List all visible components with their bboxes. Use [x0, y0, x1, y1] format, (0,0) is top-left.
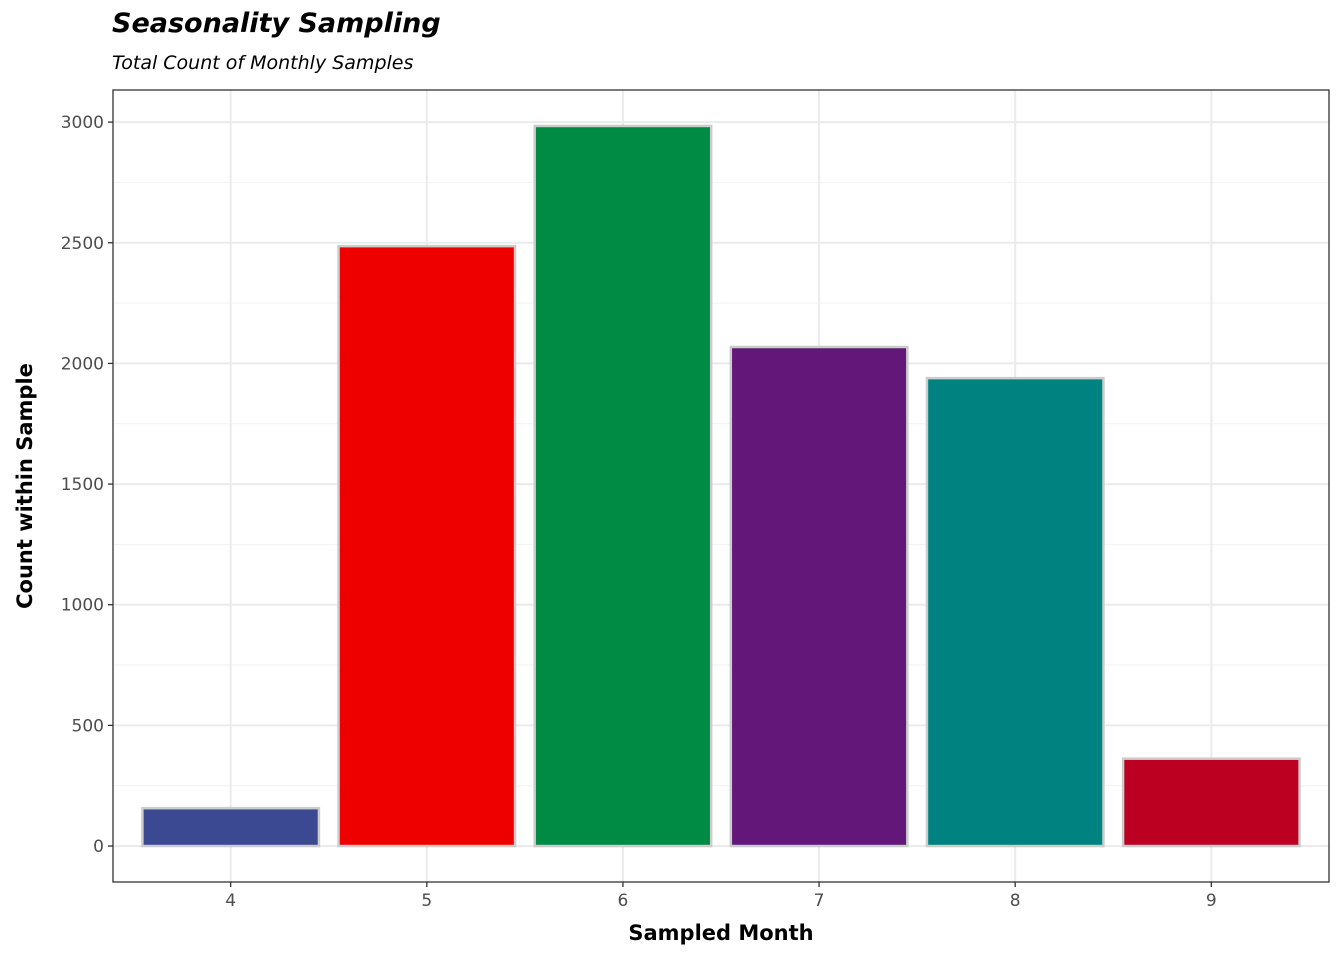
y-tick-label: 1000	[61, 596, 104, 616]
bar-month-8	[925, 376, 1105, 848]
y-tick-label: 2000	[61, 354, 104, 374]
bar-month-7	[729, 345, 909, 848]
x-tick-label: 6	[618, 891, 629, 911]
y-tick-label: 0	[93, 837, 104, 857]
x-axis-label: Sampled Month	[628, 921, 813, 945]
x-tick-label: 8	[1010, 891, 1021, 911]
x-tick-label: 7	[814, 891, 825, 911]
y-tick-label: 3000	[61, 113, 104, 133]
chart-title: Seasonality Sampling	[112, 8, 441, 39]
plot-panel-border	[112, 89, 1330, 883]
chart-subtitle: Total Count of Monthly Samples	[112, 52, 414, 74]
bar-month-9	[1121, 757, 1301, 848]
y-axis-label: Count within Sample	[13, 363, 37, 609]
x-tick-label: 9	[1206, 891, 1217, 911]
y-tick-label: 500	[72, 716, 104, 736]
x-tick-label: 5	[421, 891, 432, 911]
x-tick-label: 4	[225, 891, 236, 911]
y-tick-label: 1500	[61, 475, 104, 495]
bar-month-6	[533, 124, 713, 848]
bar-month-4	[141, 806, 321, 848]
bar-month-5	[337, 244, 517, 848]
y-tick-label: 2500	[61, 234, 104, 254]
